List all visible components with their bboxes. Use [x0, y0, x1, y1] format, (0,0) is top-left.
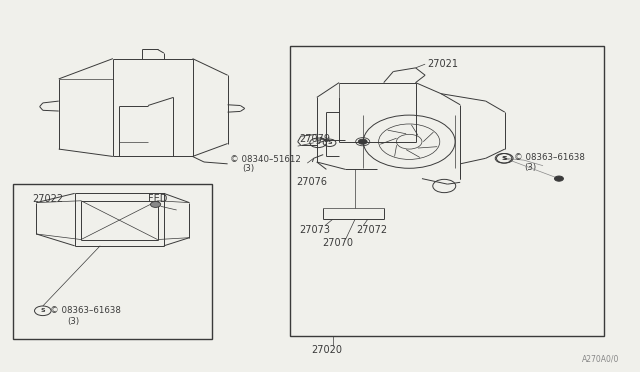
- Circle shape: [554, 176, 563, 181]
- Text: S: S: [316, 140, 321, 145]
- Text: S: S: [327, 140, 332, 145]
- Circle shape: [358, 139, 367, 144]
- Text: FED: FED: [148, 194, 167, 204]
- Text: © 08363–61638: © 08363–61638: [515, 153, 585, 162]
- Text: 27072: 27072: [356, 225, 387, 235]
- Text: S: S: [40, 308, 45, 313]
- Text: 27076: 27076: [296, 177, 327, 187]
- Text: S: S: [501, 156, 506, 161]
- Bar: [290, 46, 604, 336]
- Text: 27021: 27021: [427, 59, 458, 69]
- Text: S: S: [502, 156, 507, 161]
- Bar: [13, 184, 212, 339]
- Text: 27022: 27022: [32, 194, 63, 204]
- Text: (3): (3): [524, 163, 536, 172]
- Text: (3): (3): [67, 317, 79, 326]
- Circle shape: [150, 202, 161, 208]
- Text: 27073: 27073: [299, 225, 330, 235]
- Text: © 08340–51612: © 08340–51612: [230, 155, 300, 164]
- Text: 27079: 27079: [300, 134, 331, 144]
- Text: 27070: 27070: [322, 238, 353, 248]
- Text: (3): (3): [243, 164, 254, 173]
- Text: A270A0/0: A270A0/0: [582, 354, 620, 363]
- Text: © 08363–61638: © 08363–61638: [51, 306, 122, 315]
- Text: 27020: 27020: [312, 345, 342, 355]
